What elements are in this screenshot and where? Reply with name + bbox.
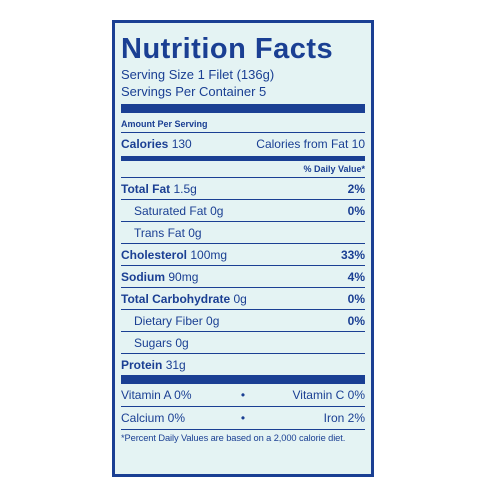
- nutrient-row-dietary-fiber: Dietary Fiber 0g 0%: [121, 309, 365, 331]
- nutrient-row-cholesterol: Cholesterol 100mg 33%: [121, 243, 365, 265]
- nutrient-row-total-carbohydrate: Total Carbohydrate 0g 0%: [121, 287, 365, 309]
- nutrient-dv: 0%: [347, 203, 365, 218]
- medium-divider: [121, 156, 365, 161]
- thick-divider: [121, 104, 365, 113]
- calories-row: Calories 130 Calories from Fat 10: [121, 132, 365, 154]
- nutrient-dv: 33%: [340, 247, 365, 262]
- nutrient-dv: 0%: [347, 313, 365, 328]
- calories: Calories 130: [121, 136, 192, 151]
- nutrient-row-sugars: Sugars 0g: [121, 331, 365, 353]
- nutrient-row-trans-fat: Trans Fat 0g: [121, 221, 365, 243]
- amount-per-serving: Amount Per Serving: [121, 119, 208, 129]
- nutrient-row-protein: Protein 31g: [121, 353, 365, 375]
- daily-value-header: % Daily Value*: [303, 164, 365, 174]
- calcium: Calcium 0%: [121, 411, 186, 425]
- servings-per-container: Servings Per Container 5: [121, 84, 267, 99]
- calories-from-fat: Calories from Fat 10: [256, 136, 365, 151]
- bullet-separator: •: [240, 411, 246, 425]
- label-title: Nutrition Facts: [121, 33, 334, 65]
- nutrient-dv: 0%: [347, 291, 365, 306]
- nutrition-facts-label: Nutrition Facts Serving Size 1 Filet (13…: [112, 20, 374, 477]
- nutrient-row-sodium: Sodium 90mg 4%: [121, 265, 365, 287]
- iron: Iron 2%: [323, 411, 365, 425]
- nutrient-dv: 4%: [347, 269, 365, 284]
- vitamin-c: Vitamin C 0%: [292, 388, 365, 402]
- nutrient-row-saturated-fat: Saturated Fat 0g 0%: [121, 199, 365, 221]
- vitamin-row: Calcium 0% • Iron 2%: [121, 406, 365, 429]
- nutrient-dv: 2%: [347, 181, 365, 196]
- serving-size: Serving Size 1 Filet (136g): [121, 67, 275, 82]
- bullet-separator: •: [240, 388, 246, 402]
- vitamin-row: Vitamin A 0% • Vitamin C 0%: [121, 384, 365, 406]
- thick-divider: [121, 375, 365, 384]
- nutrient-row-total-fat: Total Fat 1.5g 2%: [121, 177, 365, 199]
- daily-value-footnote: *Percent Daily Values are based on a 2,0…: [121, 429, 365, 446]
- vitamin-a: Vitamin A 0%: [121, 388, 192, 402]
